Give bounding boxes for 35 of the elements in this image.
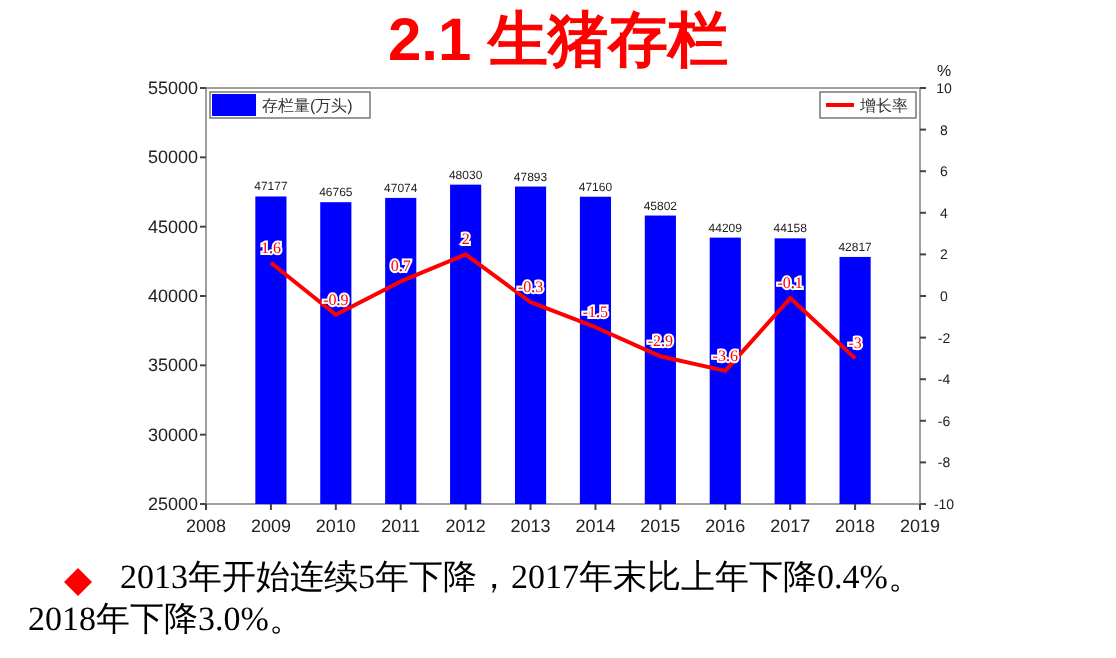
data-label: -2.9 xyxy=(647,332,674,351)
legend-label: 增长率 xyxy=(858,97,908,115)
data-label: -0.1 xyxy=(777,274,803,293)
data-label: 0.7 xyxy=(390,257,411,276)
x-tick-label: 2015 xyxy=(640,516,681,536)
y-tick-label: 55000 xyxy=(147,78,198,98)
line-series xyxy=(268,252,858,373)
y-tick-label: 50000 xyxy=(147,147,198,168)
x-tick-label: 2012 xyxy=(445,516,486,536)
data-label: -0.3 xyxy=(517,278,544,297)
x-tick-label: 2017 xyxy=(770,516,811,536)
data-label: -3 xyxy=(848,334,862,353)
x-tick-label: 2019 xyxy=(899,516,941,536)
x-tick-label: 2014 xyxy=(575,516,616,536)
x-tick-label: 2016 xyxy=(705,516,746,536)
y-tick-label: 30000 xyxy=(147,424,198,445)
y-tick-label: 25000 xyxy=(147,494,198,514)
x-tick-label: 2009 xyxy=(250,516,291,536)
y-tick-label: 45000 xyxy=(147,216,198,237)
legend-label: 存栏量(万头) xyxy=(262,97,354,115)
x-tick-label: 2013 xyxy=(510,516,551,536)
y-tick-label: 40000 xyxy=(147,286,198,306)
y-tick-label: 35000 xyxy=(147,355,198,376)
x-tick-label: 2008 xyxy=(185,516,227,536)
y2-axis-title: % xyxy=(936,62,952,80)
text: 2013年开始连续5年下降，2017年末比上年下降0.4%。2018年下降3.0%。 xyxy=(28,556,924,640)
data-label: -1.5 xyxy=(582,303,609,322)
data-label: 2 xyxy=(461,230,470,249)
data-label: 1.6 xyxy=(260,238,281,257)
x-tick-label: 2011 xyxy=(381,516,421,536)
x-tick-label: 2018 xyxy=(835,516,876,536)
chart-title: 2.1 生猪存栏 xyxy=(387,8,729,74)
data-label: -3.6 xyxy=(712,346,738,365)
data-label: -0.9 xyxy=(323,290,349,309)
x-tick-label: 2010 xyxy=(315,516,356,536)
